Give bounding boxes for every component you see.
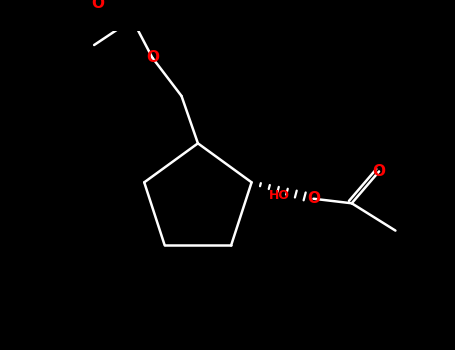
Text: O: O <box>307 191 320 206</box>
Text: HO: HO <box>268 189 289 202</box>
Text: O: O <box>91 0 104 10</box>
Text: O: O <box>146 50 159 65</box>
Text: O: O <box>373 164 385 179</box>
